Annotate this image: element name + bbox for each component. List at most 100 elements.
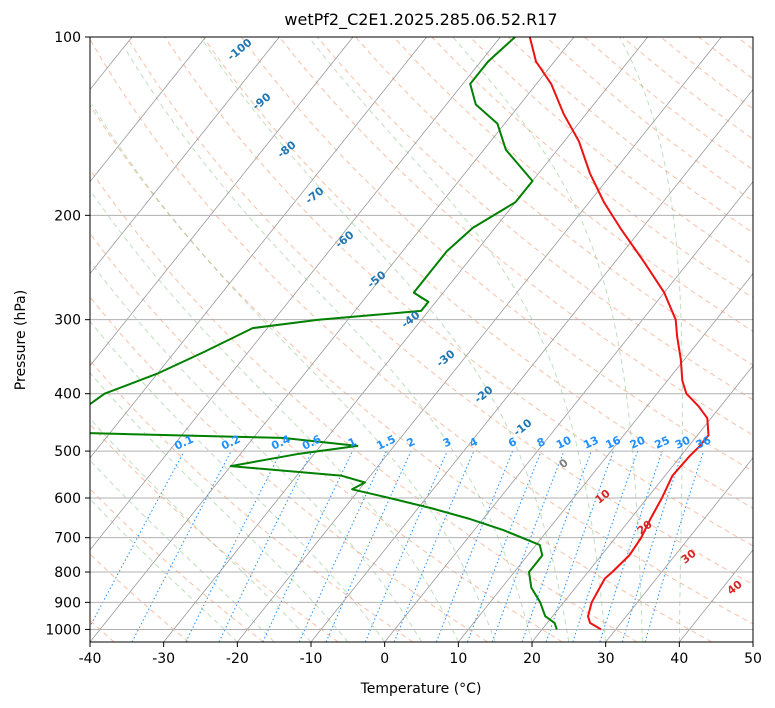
grid-lines: [0, 37, 753, 642]
isotherm-line: [90, 37, 575, 642]
mixing-ratio-line: [644, 450, 705, 642]
isotherm-label: -20: [472, 383, 496, 406]
isotherm-label: -80: [275, 138, 299, 161]
mixing-ratio-line: [521, 450, 592, 642]
profile-lines: [90, 37, 710, 631]
mixing-ratio-label: 16: [604, 433, 624, 451]
x-axis-title: Temperature (°C): [360, 681, 482, 697]
moist-adiabat-line: [452, 37, 643, 642]
dry-adiabat-line: [90, 296, 488, 642]
y-tick-label: 1000: [45, 622, 81, 638]
dry-adiabat-line: [90, 488, 264, 642]
mixing-ratio-line: [621, 450, 684, 642]
x-tick-label: -40: [79, 651, 102, 667]
y-axis-title: Pressure (hPa): [13, 290, 29, 390]
isotherm-line: [90, 37, 501, 551]
dry-adiabat-line: [393, 37, 753, 332]
dry-adiabat-line: [507, 37, 753, 234]
x-tick-label: 10: [449, 651, 467, 667]
y-tick-label: 300: [54, 313, 81, 329]
dry-adiabat-line: [698, 37, 753, 80]
dry-adiabat-line: [90, 38, 753, 625]
x-axis: -40 -30 -20 -10 0 10 20 30 40 50: [79, 642, 762, 667]
dewpoint-line: [90, 37, 558, 630]
background-lines: [90, 37, 753, 642]
y-tick-label: 200: [54, 208, 81, 224]
mixing-ratio-line: [364, 450, 448, 642]
dry-adiabat-line: [90, 104, 712, 642]
moist-adiabat-line: [90, 260, 422, 642]
isotherm-label: 30: [679, 547, 699, 567]
mixing-ratio-label: 20: [628, 433, 648, 451]
x-tick-label: 50: [744, 651, 762, 667]
mixing-ratio-label: 10: [554, 433, 574, 451]
dry-adiabat-line: [355, 37, 753, 366]
y-tick-label: 900: [54, 595, 81, 611]
isotherm-line: [531, 365, 753, 642]
x-tick-label: -10: [300, 651, 323, 667]
dry-adiabat-line: [90, 423, 339, 642]
mixing-ratio-label: 36: [694, 433, 714, 451]
mixing-ratio-line: [218, 450, 313, 642]
dry-adiabat-line: [90, 168, 638, 642]
mixing-ratio-line: [545, 450, 614, 642]
isotherm-label: -30: [434, 347, 458, 370]
mixing-ratio-label: 8: [535, 435, 547, 450]
x-tick-label: 30: [597, 651, 615, 667]
temperature-line: [528, 37, 710, 631]
mixing-ratio-line: [325, 450, 412, 642]
isotherm-line: [458, 273, 753, 642]
mixing-ratio-line: [90, 450, 185, 628]
isotherm-line: [0, 37, 58, 642]
moist-adiabat-line: [90, 459, 275, 642]
isotherm-label: -100: [225, 36, 255, 64]
y-tick-label: 700: [54, 531, 81, 547]
mixing-ratio-line: [262, 450, 353, 642]
mixing-ratio-line: [393, 450, 475, 642]
isotherm-line: [384, 180, 753, 642]
dry-adiabat-line: [583, 37, 753, 171]
isotherm-line: [310, 88, 753, 642]
dry-adiabat-line: [431, 37, 753, 299]
mixing-ratio-label: 1.5: [375, 433, 398, 453]
moist-adiabat-line: [90, 320, 386, 642]
x-tick-label: 20: [523, 651, 541, 667]
x-tick-label: 0: [380, 651, 389, 667]
moist-adiabat-line: [308, 37, 607, 642]
mixing-ratio-label: 0.4: [269, 432, 292, 452]
dry-adiabat-line: [469, 37, 753, 266]
isotherm-line: [237, 37, 722, 642]
x-tick-label: -20: [226, 651, 249, 667]
mixing-ratio-line: [572, 450, 639, 642]
isotherm-label: 40: [725, 578, 745, 598]
dry-adiabat-line: [545, 37, 753, 202]
dry-adiabat-line: [278, 37, 753, 436]
isotherm-line: [163, 37, 648, 642]
dry-adiabat-line: [736, 37, 753, 50]
moist-adiabat-line: [90, 189, 459, 642]
mixing-ratio-label: 2: [405, 435, 417, 450]
dry-adiabat-line: [90, 232, 563, 642]
moist-adiabat-line: [200, 37, 570, 642]
mixing-ratio-label: 30: [673, 433, 693, 451]
mixing-ratio-label: 25: [653, 434, 672, 452]
y-axis: 1000 900 800 700 600 500 400 300 200 100: [45, 30, 90, 638]
isotherm-line: [90, 37, 280, 275]
isotherm-line: [752, 641, 753, 642]
y-tick-label: 800: [54, 565, 81, 581]
moist-adiabat-line: [619, 37, 683, 642]
mixing-ratio-line: [435, 450, 514, 642]
mixing-ratio-line: [298, 450, 387, 642]
isotherm-label: -60: [333, 228, 357, 251]
x-tick-label: -30: [152, 651, 175, 667]
dry-adiabat-line: [90, 553, 190, 642]
mixing-ratio-label: 4: [467, 435, 480, 450]
dry-adiabat-line: [317, 37, 753, 401]
y-tick-label: 400: [54, 387, 81, 403]
moist-adiabat-line: [90, 372, 349, 642]
isotherm-line: [90, 37, 206, 183]
dry-adiabat-line: [164, 37, 753, 547]
isotherm-line: [90, 37, 354, 367]
